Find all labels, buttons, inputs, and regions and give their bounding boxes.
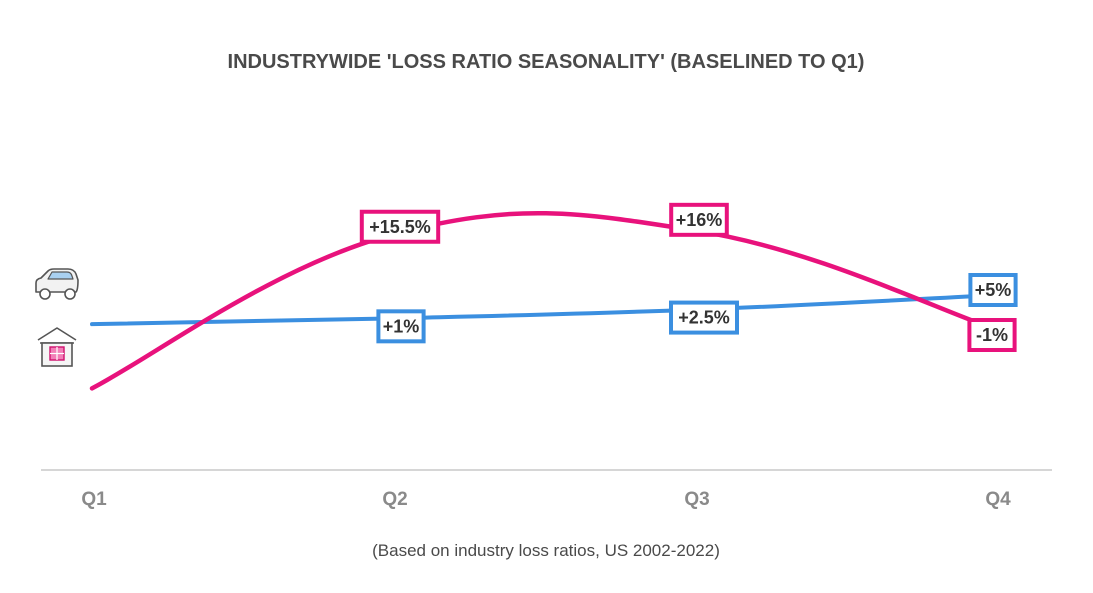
house-icon (37, 327, 77, 367)
data-label-auto-q4: +5% (968, 273, 1018, 307)
data-label-box (359, 209, 441, 244)
series-line-auto (90, 293, 1000, 327)
chart-subtitle: (Based on industry loss ratios, US 2002-… (372, 541, 720, 560)
data-label-text: -1% (976, 325, 1008, 345)
data-label-home-q3: +16% (669, 202, 729, 237)
data-label-box (968, 273, 1018, 307)
data-labels: +1% +2.5% +5% +15.5% +16% -1% (359, 202, 1018, 352)
data-label-text: +5% (975, 280, 1012, 300)
data-label-box (669, 202, 729, 237)
data-label-home-q2: +15.5% (359, 209, 441, 244)
x-tick-q4: Q4 (985, 489, 1011, 510)
series-line-home (89, 210, 1001, 391)
data-label-auto-q3: +2.5% (669, 300, 739, 335)
data-label-text: +2.5% (678, 308, 730, 328)
data-label-text: +1% (383, 316, 420, 336)
chart-title: INDUSTRYWIDE 'LOSS RATIO SEASONALITY' (B… (228, 51, 865, 73)
data-label-box (967, 318, 1017, 352)
x-axis-ticks: Q1 Q2 Q3 Q4 (81, 489, 1011, 510)
data-label-text: +16% (676, 210, 723, 230)
car-icon (35, 268, 79, 300)
x-tick-q3: Q3 (684, 489, 709, 510)
data-label-text: +15.5% (369, 217, 431, 237)
x-tick-q1: Q1 (81, 489, 107, 510)
data-label-home-q4: -1% (967, 318, 1017, 352)
data-label-box (669, 300, 739, 335)
data-label-box (376, 309, 426, 344)
series-lines (89, 210, 1001, 391)
x-tick-q2: Q2 (382, 489, 407, 510)
data-label-auto-q2: +1% (376, 309, 426, 344)
